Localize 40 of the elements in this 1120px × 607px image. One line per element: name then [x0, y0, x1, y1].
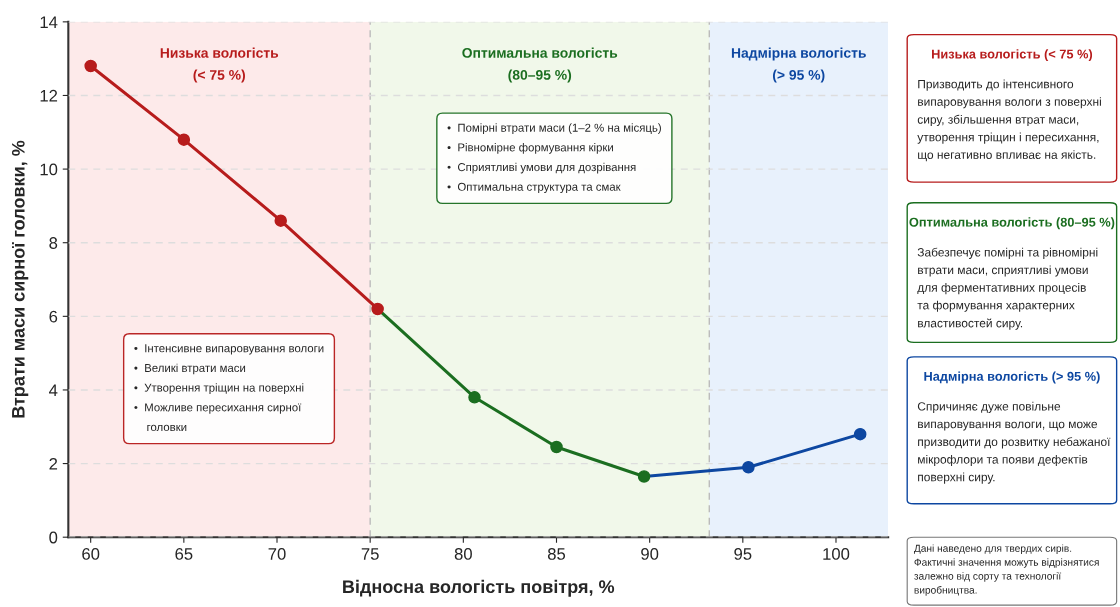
band-label: Оптимальна вологість (80–95 %) — [462, 47, 618, 83]
y-tick-label: 8 — [49, 237, 58, 249]
x-axis-title: Відносна вологість повітря, % — [343, 579, 615, 597]
x-tick-label: 85 — [547, 548, 566, 560]
y-axis-title: Втрати маси сирної головки, % — [11, 140, 29, 418]
y-tick-label: 14 — [40, 16, 58, 28]
point — [468, 391, 481, 404]
point — [742, 461, 755, 474]
point — [550, 440, 563, 454]
point — [371, 302, 384, 316]
y-tick-label: 10 — [40, 163, 58, 176]
x-tick-label: 100 — [823, 548, 850, 560]
point — [637, 470, 651, 483]
point — [853, 427, 867, 441]
y-tick-label: 4 — [49, 384, 58, 396]
text: Оптимальна вологість (80–95 %) — [909, 217, 1115, 230]
x-tick-label: 90 — [641, 548, 659, 560]
text: Забезпечує помірні та рівномірні втрати маси, сприятливі умови для ферментативних процесів та формування характерних властивостей сиру. — [917, 247, 1098, 330]
point — [274, 214, 287, 227]
x-tick-label: 70 — [268, 548, 286, 560]
x-tick-label: 75 — [361, 548, 379, 560]
point — [177, 133, 191, 146]
y-tick-label: 12 — [40, 89, 58, 102]
text: Спричиняє дуже повільне випаровування вологи, що може призводити до розвитку небажаної мікрофлори та появи дефектів поверхні сиру. — [917, 401, 1111, 484]
x-tick-label: 60 — [82, 548, 100, 560]
annotation: • Помірні втрати маси (1–2 % на місяць) • Рівномірне формування кірки • Сприятливі умови для дозрівання • Оптимальна структура та смак — [447, 123, 661, 194]
x-tick-label: 95 — [734, 548, 752, 560]
band-label: Надмірна вологість (> 95 %) — [731, 47, 866, 83]
annotation: • Інтенсивне випаровування вологи • Великі втрати маси • Утворення тріщин на поверхні • Можливе пересихання сирної головки — [134, 344, 324, 432]
y-tick-label: 2 — [49, 457, 58, 470]
text: Дані наведено для твердих сирів. Фактичні значення можуть відрізнятися залежно від сорту та технології виробництва. — [913, 544, 1099, 596]
y-tick-label: 6 — [49, 310, 58, 323]
y-tick-label: 0 — [49, 531, 58, 544]
text: Надмірна вологість (> 95 %) — [924, 371, 1100, 384]
text: Призводить до інтенсивного випаровування вологи з поверхні сиру, збільшення втрат маси, утворення тріщин і пересихання, що негативно впливає на якість. — [917, 79, 1101, 162]
point — [84, 59, 97, 73]
band-label: Низька вологість (< 75 %) — [160, 47, 279, 83]
x-tick-label: 80 — [454, 548, 472, 560]
x-tick-label: 65 — [175, 548, 193, 560]
text: Низька вологість (< 75 %) — [932, 49, 1093, 62]
